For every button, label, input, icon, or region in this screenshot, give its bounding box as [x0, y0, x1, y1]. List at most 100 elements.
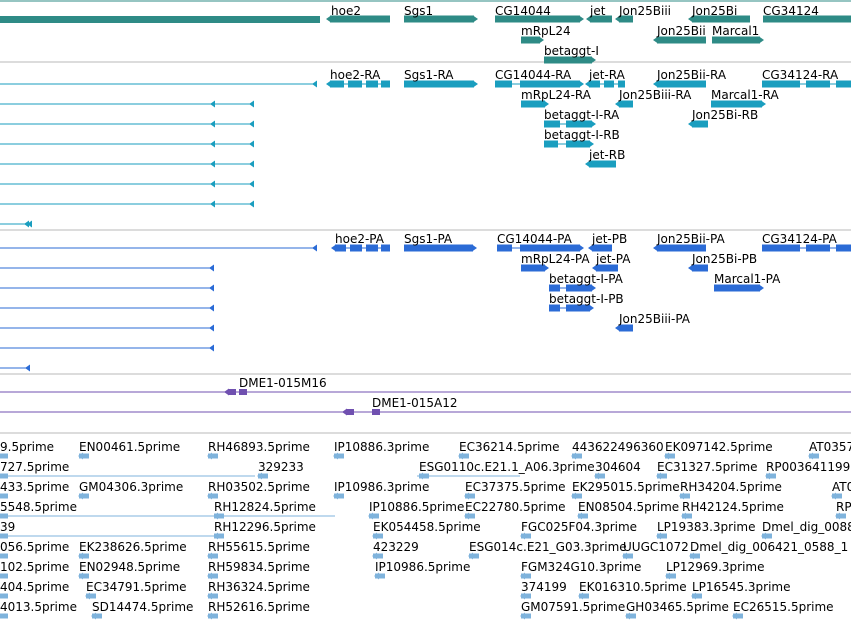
est-label[interactable]: EC36214.5prime	[459, 440, 560, 454]
est-label[interactable]: GM04306.3prime	[79, 480, 184, 494]
est-glyph[interactable]	[208, 453, 218, 459]
est-glyph[interactable]	[521, 613, 531, 619]
protein-hoe2-pa-exon[interactable]	[381, 244, 390, 252]
protein-mrpl24-pa-exon[interactable]	[521, 264, 545, 272]
gene-sgs1-exon[interactable]	[404, 15, 474, 23]
est-label[interactable]: Dmel_dig_006421_0588_1	[690, 540, 849, 554]
est-glyph[interactable]	[521, 593, 531, 599]
transcript-hoe2-ra-exon[interactable]	[381, 80, 390, 88]
protein-jet-pa-label[interactable]: jet-PA	[596, 252, 631, 266]
est-label[interactable]: IP10886.5prime	[369, 500, 465, 514]
est-glyph[interactable]	[521, 573, 531, 579]
gene-jon25bi-exon[interactable]	[692, 15, 750, 23]
est-label[interactable]: RH46893.5prime	[208, 440, 310, 454]
transcript-betaggt-i-ra-exon[interactable]	[544, 120, 560, 128]
transcript-cg34124-ra-exon[interactable]	[762, 80, 800, 88]
transcript-jon25biii-ra-label[interactable]: Jon25Biii-RA	[619, 88, 692, 102]
est-glyph[interactable]	[0, 613, 8, 619]
protein-betaggt-i-pa-exon[interactable]	[566, 284, 592, 292]
est-label[interactable]: 39	[0, 520, 16, 534]
gene-mrpl24-exon[interactable]	[521, 36, 540, 44]
clone-dme1-015a12-exon[interactable]	[372, 409, 380, 415]
protein-betaggt-i-pb-exon[interactable]	[549, 304, 560, 312]
protein-cg14044-pa-exon[interactable]	[520, 244, 580, 252]
est-glyph[interactable]	[459, 453, 469, 459]
est-label[interactable]: IP10986.3prime	[334, 480, 430, 494]
est-glyph[interactable]	[375, 573, 385, 579]
transcript-jon25bii-ra-exon[interactable]	[657, 80, 706, 88]
est-glyph[interactable]	[572, 493, 582, 499]
est-glyph[interactable]	[258, 473, 268, 479]
protein-betaggt-i-pb-label[interactable]: betaggt-I-PB	[549, 292, 624, 306]
transcript-jon25bi-rb-exon[interactable]	[692, 120, 708, 128]
est-label[interactable]: EC26515.5prime	[733, 600, 834, 614]
transcript-jon25bi-rb-label[interactable]: Jon25Bi-RB	[692, 108, 759, 122]
est-label[interactable]: IP10886.3prime	[334, 440, 430, 454]
transcript-cg34124-ra-exon[interactable]	[806, 80, 830, 88]
est-glyph[interactable]	[680, 493, 690, 499]
protein-hoe2-pa-label[interactable]: hoe2-PA	[335, 232, 384, 246]
est-glyph[interactable]	[665, 453, 675, 459]
est-glyph[interactable]	[86, 593, 96, 599]
gene-cg34124-exon[interactable]	[763, 15, 851, 23]
est-label[interactable]: 5548.5prime	[0, 500, 77, 514]
est-label[interactable]: RH03502.5prime	[208, 480, 310, 494]
transcript-betaggt-i-ra-label[interactable]: betaggt-I-RA	[544, 108, 620, 122]
transcript-hoe2-ra-label[interactable]: hoe2-RA	[330, 68, 381, 82]
protein-jet-pb-label[interactable]: jet-PB	[592, 232, 628, 246]
est-label[interactable]: FGC025F04.3prime	[521, 520, 638, 534]
est-label[interactable]: 304604	[595, 460, 641, 474]
protein-betaggt-i-pb-exon[interactable]	[566, 304, 590, 312]
est-glyph[interactable]	[832, 493, 842, 499]
est-label[interactable]: LP12969.3prime	[666, 560, 765, 574]
transcript-jet-ra-exon[interactable]	[589, 80, 600, 88]
transcript-betaggt-i-rb-label[interactable]: betaggt-I-RB	[544, 128, 620, 142]
gene-jon25biii-label[interactable]: Jon25Biii	[619, 4, 671, 18]
protein-mrpl24-pa-label[interactable]: mRpL24-PA	[521, 252, 590, 266]
est-label[interactable]: SD14474.5prime	[92, 600, 194, 614]
est-glyph[interactable]	[92, 613, 102, 619]
transcript-sgs1-ra-exon[interactable]	[404, 80, 474, 88]
est-glyph[interactable]	[521, 533, 531, 539]
transcript-cg14044-ra-exon[interactable]	[520, 80, 580, 88]
est-label[interactable]: 374199	[521, 580, 567, 594]
protein-cg14044-pa-label[interactable]: CG14044-PA	[497, 232, 572, 246]
est-label[interactable]: IP10986.5prime	[375, 560, 471, 574]
protein-sgs1-pa-label[interactable]: Sgs1-PA	[404, 232, 453, 246]
transcript-cg14044-ra-exon[interactable]	[495, 80, 512, 88]
protein-cg14044-pa-exon[interactable]	[497, 244, 512, 252]
transcript-jon25biii-ra-exon[interactable]	[619, 100, 633, 108]
est-glyph[interactable]	[836, 513, 846, 519]
est-label[interactable]: EK238626.5prime	[79, 540, 187, 554]
protein-betaggt-i-pa-label[interactable]: betaggt-I-PA	[549, 272, 623, 286]
transcript-jon25bii-ra-label[interactable]: Jon25Bii-RA	[657, 68, 727, 82]
est-label[interactable]: 9.5prime	[0, 440, 55, 454]
gene-jet-label[interactable]: jet	[590, 4, 606, 18]
est-glyph[interactable]	[623, 553, 633, 559]
est-label[interactable]: GM07591.5prime	[521, 600, 626, 614]
gene-sgs1-label[interactable]: Sgs1	[404, 4, 434, 18]
est-glyph[interactable]	[657, 473, 667, 479]
gene-marcal1-label[interactable]: Marcal1	[712, 24, 760, 38]
est-label[interactable]: LP19383.3prime	[657, 520, 756, 534]
est-glyph[interactable]	[208, 493, 218, 499]
protein-betaggt-i-pa-exon[interactable]	[549, 284, 560, 292]
clone-dme1-015m16-label[interactable]: DME1-015M16	[239, 376, 327, 390]
est-label[interactable]: FGM324G10.3prime	[521, 560, 642, 574]
est-glyph[interactable]	[578, 513, 588, 519]
clone-dme1-015m16-exon[interactable]	[239, 389, 247, 395]
est-glyph[interactable]	[666, 573, 676, 579]
est-label[interactable]: 4013.5prime	[0, 600, 77, 614]
protein-sgs1-pa-exon[interactable]	[404, 244, 473, 252]
est-glyph[interactable]	[626, 613, 636, 619]
est-glyph[interactable]	[0, 553, 8, 559]
est-label[interactable]: RH36324.5prime	[208, 580, 310, 594]
est-label[interactable]: RH12296.5prime	[214, 520, 316, 534]
protein-marcal1-pa-exon[interactable]	[714, 284, 760, 292]
protein-jon25bi-pb-label[interactable]: Jon25Bi-PB	[692, 252, 758, 266]
transcript-betaggt-i-rb-exon[interactable]	[566, 140, 590, 148]
est-label[interactable]: EC37375.5prime	[465, 480, 566, 494]
gene-betaggt-i-exon[interactable]	[544, 56, 592, 64]
est-label[interactable]: ESG014c.E21_G03.3prime	[469, 540, 627, 554]
gene-offscreen-bar[interactable]	[0, 16, 320, 23]
